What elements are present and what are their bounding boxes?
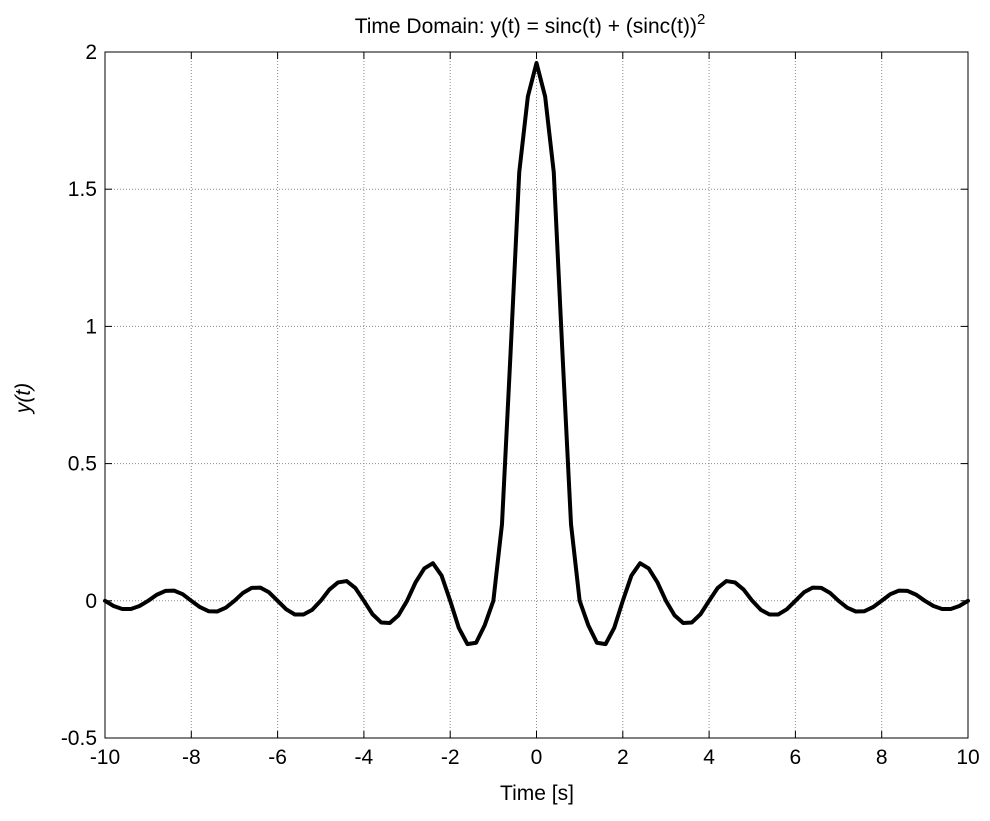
x-tick-label: 4 [703, 746, 715, 769]
y-tick-label: 0.5 [68, 453, 97, 476]
x-tick-label: 6 [790, 746, 802, 769]
x-axis-label: Time [s] [500, 782, 574, 805]
x-tick-labels: -10 -8 -6 -4 -2 0 2 4 6 8 10 [90, 746, 980, 769]
y-tick-label: -0.5 [61, 727, 97, 750]
x-tick-label: -6 [268, 746, 287, 769]
y-tick-labels: -0.5 0 0.5 1 1.5 2 [61, 41, 97, 750]
tick-marks [104, 51, 969, 739]
y-tick-label: 0 [85, 590, 97, 613]
chart-title-superscript: 2 [697, 11, 705, 28]
x-tick-label: 0 [531, 746, 543, 769]
x-tick-label: 10 [956, 746, 979, 769]
x-tick-label: 8 [876, 746, 888, 769]
x-tick-label: -10 [90, 746, 120, 769]
chart-title-main: Time Domain: y(t) = sinc(t) + (sinc(t)) [355, 15, 697, 38]
series-line [103, 60, 970, 647]
x-tick-label: -8 [182, 746, 201, 769]
x-tick-label: 2 [617, 746, 629, 769]
x-tick-label: -4 [355, 746, 374, 769]
y-tick-label: 2 [85, 41, 97, 64]
chart-title: Time Domain: y(t) = sinc(t) + (sinc(t))2 [355, 11, 706, 38]
y-tick-label: 1 [85, 315, 97, 338]
x-tick-label: -2 [441, 746, 460, 769]
grid-lines [104, 51, 969, 739]
y-axis-label: y(t) [12, 383, 35, 415]
y-tick-label: 1.5 [68, 178, 97, 201]
